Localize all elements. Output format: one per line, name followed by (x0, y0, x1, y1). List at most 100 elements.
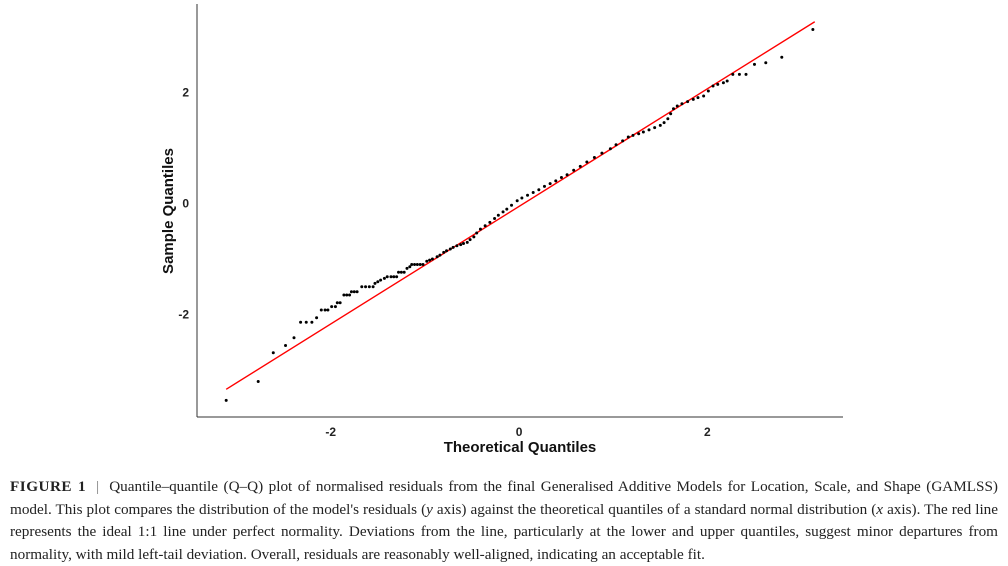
data-point (483, 224, 487, 228)
caption-text-3: axis). The red line represents the ideal… (10, 500, 999, 563)
data-point (662, 121, 666, 125)
residual-points (224, 28, 815, 402)
data-point (284, 343, 288, 347)
y-tick-label: 2 (182, 86, 189, 100)
data-point (465, 240, 469, 244)
data-point (389, 275, 393, 279)
data-point (304, 320, 308, 324)
data-point (780, 55, 784, 59)
data-point (373, 281, 377, 285)
data-point (405, 266, 409, 270)
data-point (671, 107, 675, 111)
data-point (330, 305, 334, 309)
data-point (515, 199, 519, 203)
data-point (459, 243, 463, 247)
data-point (385, 275, 389, 279)
data-point (520, 196, 524, 200)
caption-text-2: axis) against the theoretical quantiles … (432, 500, 877, 518)
data-point (395, 275, 399, 279)
data-point (478, 227, 482, 231)
data-point (614, 143, 618, 147)
data-point (345, 293, 349, 297)
data-point (299, 320, 303, 324)
data-point (548, 182, 552, 186)
data-point (737, 72, 741, 76)
data-point (505, 207, 509, 211)
data-point (716, 82, 720, 86)
data-point (461, 241, 465, 245)
data-point (731, 72, 735, 76)
data-point (578, 164, 582, 168)
data-point (438, 253, 442, 257)
data-point (658, 123, 662, 127)
data-point (418, 263, 422, 267)
data-point (371, 285, 375, 289)
data-point (448, 247, 452, 251)
data-point (367, 285, 371, 289)
data-point (364, 285, 368, 289)
data-point (342, 293, 346, 297)
data-point (292, 336, 296, 340)
data-point (608, 147, 612, 151)
data-point (526, 193, 530, 197)
data-point (653, 126, 657, 130)
data-point (488, 220, 492, 224)
caption-separator: | (96, 478, 100, 495)
caption-x-italic: x (876, 500, 884, 518)
data-point (680, 102, 684, 106)
data-point (637, 132, 641, 136)
data-point (338, 301, 342, 305)
data-point (410, 263, 414, 267)
data-point (323, 308, 327, 312)
data-point (702, 94, 706, 98)
caption-text-1: Quantile–quantile (Q–Q) plot of normalis… (10, 478, 998, 518)
caption-y-italic: y (426, 500, 433, 518)
data-point (493, 217, 497, 221)
data-point (496, 213, 500, 217)
data-point (468, 238, 472, 242)
data-point (744, 72, 748, 76)
data-point (399, 270, 403, 274)
data-point (641, 130, 645, 134)
data-point (408, 265, 412, 269)
data-point (319, 308, 323, 312)
data-point (355, 290, 359, 294)
data-point (442, 250, 446, 254)
reference-line (225, 21, 816, 390)
data-point (425, 259, 429, 263)
data-point (725, 79, 729, 83)
data-point (402, 270, 406, 274)
data-point (510, 203, 514, 207)
data-point (572, 168, 576, 172)
data-point (721, 81, 725, 85)
data-point (592, 156, 596, 160)
figure-caption: FIGURE 1 | Quantile–quantile (Q–Q) plot of… (10, 476, 998, 566)
data-point (392, 275, 396, 279)
data-point (501, 210, 505, 214)
data-point (585, 160, 589, 164)
data-point (675, 104, 679, 108)
data-point (669, 112, 673, 116)
data-point (455, 244, 459, 248)
y-tick-label: 0 (182, 197, 189, 211)
data-point (554, 179, 558, 183)
y-tick-label: -2 (178, 307, 189, 321)
data-point (475, 231, 479, 235)
y-axis-label: Sample Quantiles (160, 148, 177, 274)
data-point (256, 380, 260, 384)
data-point (691, 97, 695, 101)
data-point (352, 290, 356, 294)
data-point (421, 263, 425, 267)
data-point (382, 276, 386, 280)
data-point (666, 117, 670, 121)
data-point (445, 249, 449, 253)
data-point (310, 320, 314, 324)
data-point (531, 190, 535, 194)
data-point (565, 173, 569, 177)
data-point (333, 305, 337, 309)
qq-plot: -2 0 2 -2 0 2 Theoretical Quantiles Sample Q… (160, 4, 843, 456)
data-point (326, 308, 330, 312)
data-point (472, 235, 476, 239)
data-point (626, 135, 630, 139)
x-tick-label: -2 (325, 425, 336, 439)
